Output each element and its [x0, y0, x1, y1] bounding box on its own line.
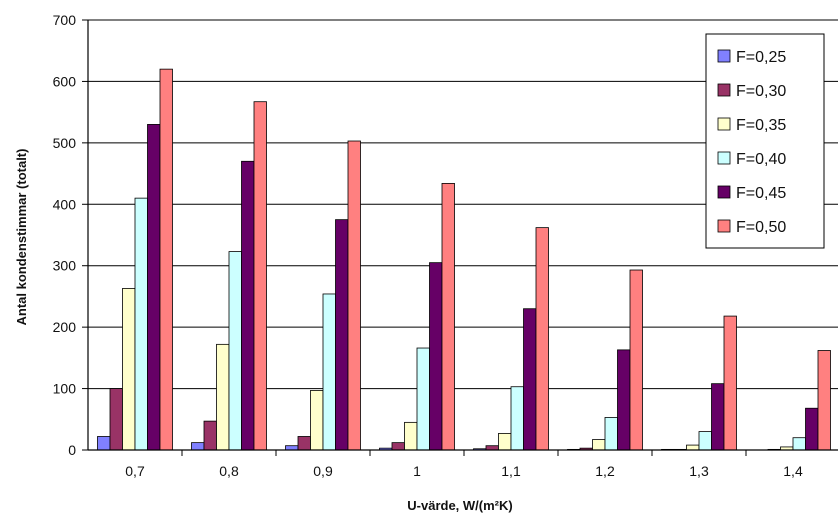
- bar: [241, 160, 255, 451]
- bar: [335, 219, 349, 451]
- bar: [498, 433, 512, 451]
- legend-box: [705, 33, 825, 249]
- x-axis-title: U-värde, W/(m²K): [407, 498, 512, 513]
- bar: [347, 140, 361, 451]
- x-tick-label: 1,2: [595, 463, 615, 479]
- x-tick-label: 1,4: [783, 463, 803, 479]
- bar: [723, 315, 737, 451]
- legend-label: F=0,35: [736, 117, 786, 134]
- legend-label: F=0,45: [736, 185, 786, 202]
- legend-swatch: [717, 185, 731, 199]
- legend-swatch: [717, 83, 731, 97]
- bar: [698, 431, 712, 451]
- bar: [159, 68, 173, 451]
- y-axis-ticks: 0 100 200 300 400 500 600 700: [53, 12, 88, 458]
- x-tick-label: 0,7: [125, 463, 145, 479]
- bar: [191, 442, 205, 451]
- x-tick-label: 1,1: [501, 463, 521, 479]
- bar: [535, 227, 549, 451]
- y-tick-label: 700: [53, 12, 77, 28]
- bar: [216, 343, 230, 451]
- axes: [87, 20, 838, 451]
- legend-label: F=0,50: [736, 219, 786, 236]
- bar: [429, 262, 443, 451]
- bar: [228, 251, 242, 451]
- bar: [805, 407, 819, 451]
- x-tick-label: 1,3: [689, 463, 709, 479]
- bar: [817, 350, 831, 451]
- y-tick-label: 400: [53, 196, 77, 212]
- bar: [485, 445, 499, 451]
- y-tick-label: 300: [53, 258, 77, 274]
- legend-swatch: [717, 49, 731, 63]
- bar: [510, 386, 524, 451]
- bar: [122, 288, 136, 451]
- bar: [441, 182, 455, 451]
- legend-swatch: [717, 117, 731, 131]
- x-tick-label: 1: [413, 463, 421, 479]
- y-tick-label: 100: [53, 381, 77, 397]
- bar: [711, 383, 725, 451]
- x-tick-label: 0,9: [313, 463, 333, 479]
- bar: [617, 349, 631, 451]
- bar: [629, 269, 643, 451]
- bar: [404, 421, 418, 451]
- legend-swatch: [717, 151, 731, 165]
- bar: [285, 445, 299, 451]
- legend-label: F=0,25: [736, 49, 786, 66]
- bar: [109, 388, 123, 451]
- bar: [134, 197, 148, 451]
- legend-label: F=0,40: [736, 151, 786, 168]
- legend-swatch: [717, 219, 731, 233]
- y-tick-label: 200: [53, 319, 77, 335]
- y-axis-title: Antal kondenstimmar (totalt): [14, 149, 29, 326]
- bar: [416, 347, 430, 451]
- bar: [686, 444, 700, 451]
- bar: [604, 417, 618, 451]
- bar: [391, 442, 405, 451]
- bar: [147, 124, 161, 451]
- legend-label: F=0,30: [736, 83, 786, 100]
- bar: [592, 439, 606, 451]
- bar: [97, 436, 111, 451]
- y-tick-label: 600: [53, 73, 77, 89]
- bar: [322, 293, 336, 451]
- bar: [203, 420, 217, 451]
- x-axis-ticks: 0,7 0,8 0,9 1 1,1 1,2 1,3 1,4: [125, 450, 803, 479]
- legend: F=0,25 F=0,30 F=0,35 F=0,40 F=0,45 F=0,50: [705, 33, 825, 249]
- bars: [97, 68, 831, 451]
- x-tick-label: 0,8: [219, 463, 239, 479]
- bar: [253, 101, 267, 451]
- gridlines: [88, 19, 838, 390]
- bar: [792, 437, 806, 451]
- y-tick-label: 500: [53, 135, 77, 151]
- bar: [310, 390, 324, 451]
- y-tick-label: 0: [68, 442, 76, 458]
- bar: [297, 436, 311, 451]
- bar: [523, 308, 537, 451]
